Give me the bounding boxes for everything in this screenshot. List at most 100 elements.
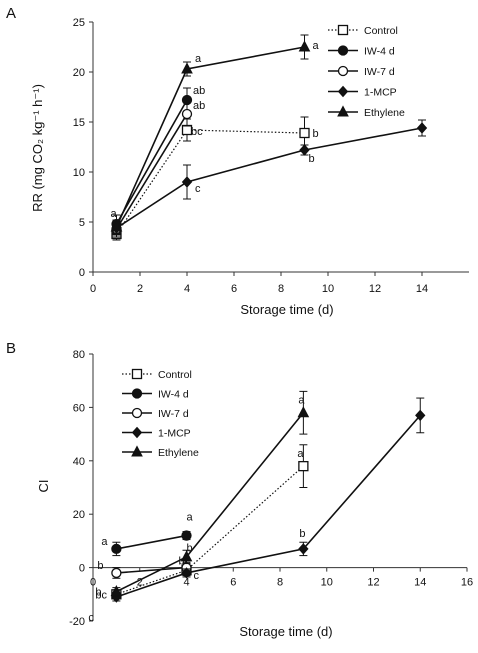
x-tick-label: 0 <box>90 577 96 589</box>
y-tick-label: 15 <box>73 117 85 129</box>
legend-marker <box>131 388 143 399</box>
y-tick-label: 40 <box>73 456 85 468</box>
data-point <box>297 406 310 418</box>
series-line <box>115 46 305 228</box>
x-tick-label: 6 <box>230 577 236 589</box>
series-line <box>116 534 187 550</box>
x-axis-title: Storage time (d) <box>240 302 333 317</box>
y-axis-title: RR (mg CO₂ kg⁻¹ h⁻¹) <box>30 84 45 212</box>
legend-label: Control <box>158 369 192 381</box>
y-tick-label: -20 <box>69 616 85 628</box>
series-iw-4-d: a ab <box>111 85 205 234</box>
legend: Control IW-4 d IW-7 d 1-MCP Ethylene <box>122 368 199 459</box>
data-label: a <box>313 40 320 52</box>
legend: Control IW-4 d IW-7 d 1-MCP Ethylene <box>328 24 405 119</box>
x-tick-label: 12 <box>367 577 379 589</box>
data-label: c <box>194 570 200 582</box>
x-tick-label: 4 <box>183 577 189 589</box>
series-1-mcp: cb <box>111 119 428 236</box>
data-point <box>298 543 309 555</box>
data-point <box>180 550 193 562</box>
data-label: bc <box>95 590 107 602</box>
series-line <box>116 129 305 235</box>
legend-label: IW-4 d <box>158 389 189 401</box>
series-line <box>116 127 423 229</box>
legend-marker <box>337 105 349 117</box>
data-point <box>298 460 309 472</box>
data-label: ab <box>193 85 205 97</box>
x-tick-label: 2 <box>137 577 143 589</box>
data-label: bc <box>191 126 203 138</box>
legend-label: 1-MCP <box>364 87 397 99</box>
data-point <box>111 543 122 555</box>
y-tick-label: 25 <box>73 17 85 29</box>
data-point <box>181 108 193 120</box>
legend-marker <box>131 445 143 457</box>
series-line <box>115 99 188 225</box>
y-tick-label: 60 <box>73 402 85 414</box>
panel-label: A <box>6 5 16 22</box>
y-tick-label: 0 <box>79 563 85 575</box>
data-label: a <box>187 512 194 524</box>
legend-label: IW-4 d <box>364 46 395 58</box>
data-label: b <box>313 128 319 140</box>
data-point <box>181 530 192 541</box>
data-point <box>415 409 426 422</box>
x-tick-label: 10 <box>322 283 334 295</box>
data-label: a <box>298 395 305 407</box>
data-point <box>110 585 123 597</box>
series-ethylene: bca <box>95 390 310 602</box>
y-tick-label: 80 <box>73 349 85 361</box>
data-point <box>181 176 193 188</box>
y-tick-label: 10 <box>73 167 85 179</box>
data-label: a <box>195 53 202 65</box>
data-label: b <box>95 586 101 598</box>
legend-marker <box>337 24 349 36</box>
data-label: b <box>97 560 103 572</box>
chart-panel-B: B -20 0 20 40 60 80 0 2 4 6 8 10 12 14 16 Storage time (… <box>6 340 473 639</box>
y-tick-label: 5 <box>79 217 85 229</box>
legend-label: Control <box>364 25 398 37</box>
series-line <box>116 414 421 598</box>
y-tick-label: 0 <box>79 267 85 279</box>
series-line <box>116 566 187 574</box>
x-tick-label: 10 <box>321 577 333 589</box>
data-label: b <box>187 543 193 555</box>
y-axis-title: CI <box>36 480 51 493</box>
legend-label: Ethylene <box>364 107 405 119</box>
legend-marker <box>337 45 349 56</box>
legend-label: 1-MCP <box>158 428 191 440</box>
data-point <box>299 127 310 139</box>
data-label: b <box>299 528 305 540</box>
series-line <box>116 465 304 595</box>
data-point <box>110 220 123 232</box>
data-label: c <box>88 612 94 624</box>
data-point <box>416 122 428 134</box>
legend-marker <box>131 368 143 380</box>
y-tick-label: 20 <box>73 509 85 521</box>
x-tick-label: 16 <box>461 577 473 589</box>
legend-label: Ethylene <box>158 447 199 459</box>
x-tick-label: 6 <box>231 283 237 295</box>
legend-marker <box>131 426 143 439</box>
data-label: a <box>297 448 304 460</box>
series-line <box>115 113 188 230</box>
legend-label: IW-7 d <box>364 66 395 78</box>
x-tick-label: 12 <box>369 283 381 295</box>
legend-label: IW-7 d <box>158 408 189 420</box>
data-point <box>181 567 192 579</box>
data-point <box>111 567 122 579</box>
data-label: b <box>309 153 315 165</box>
data-label: c <box>195 183 201 195</box>
x-tick-label: 14 <box>414 577 426 589</box>
data-label: ab <box>193 100 205 112</box>
series-iw-7-d: ab <box>111 100 205 238</box>
x-tick-label: 8 <box>277 577 283 589</box>
data-label: a <box>101 536 108 548</box>
data-label: a <box>111 208 118 220</box>
data-point <box>181 62 193 74</box>
x-axis-title: Storage time (d) <box>239 624 332 639</box>
data-point <box>299 144 310 156</box>
